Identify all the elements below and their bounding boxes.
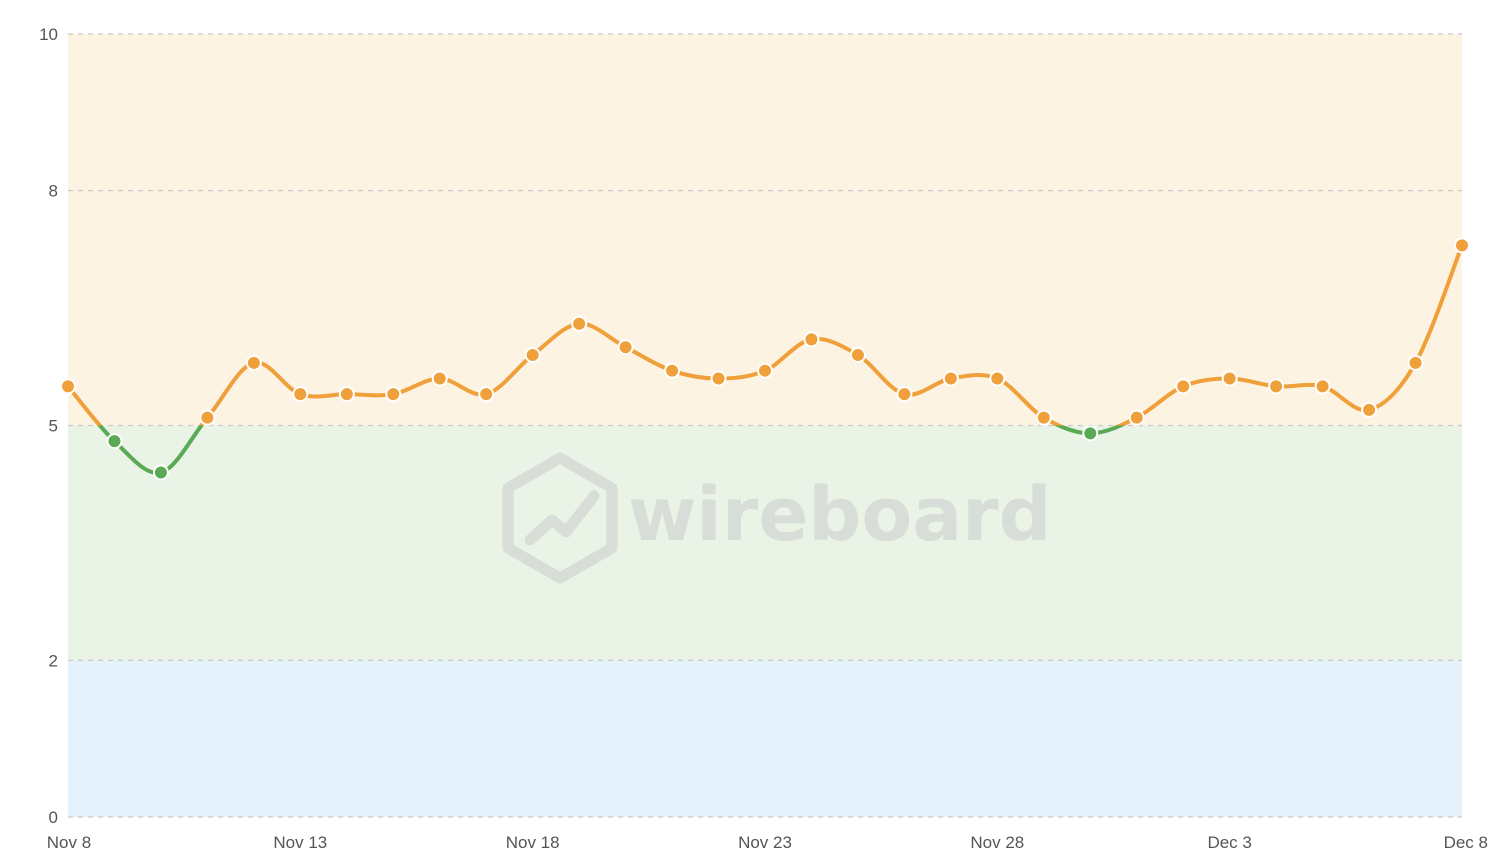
data-point[interactable] [664,362,681,379]
y-tick-label: 10 [39,25,58,44]
y-tick-label: 5 [49,417,58,436]
data-point[interactable] [292,386,309,403]
x-tick-label: Dec 8 [1444,833,1488,852]
x-axis-ticks: Nov 8 Nov 13 Nov 18 Nov 23 Nov 28 Dec 3 Dec 8 [47,833,1488,852]
data-point[interactable] [849,347,866,364]
data-point[interactable] [1035,409,1052,426]
y-tick-label: 2 [49,651,58,670]
data-point[interactable] [152,464,169,481]
threshold-bands [68,34,1462,817]
y-tick-label: 0 [49,808,58,827]
band-0 [68,660,1462,817]
data-point[interactable] [942,370,959,387]
data-point[interactable] [1314,378,1331,395]
band-1 [68,425,1462,661]
data-point[interactable] [1268,378,1285,395]
band-2 [68,34,1462,426]
watermark-text: wireboard [628,472,1052,558]
x-tick-label: Nov 18 [506,833,560,852]
data-point[interactable] [757,362,773,379]
series-points [60,237,1470,481]
data-point[interactable] [1221,370,1238,387]
data-point[interactable] [571,315,588,332]
x-tick-label: Nov 23 [738,833,792,852]
data-point[interactable] [1361,401,1378,418]
data-point[interactable] [431,370,448,387]
data-point[interactable] [338,386,355,403]
data-point[interactable] [1082,425,1099,442]
data-point[interactable] [896,386,913,403]
x-tick-label: Dec 3 [1207,833,1251,852]
data-point[interactable] [1407,354,1424,371]
data-point[interactable] [1128,409,1145,426]
x-tick-label: Nov 8 [47,833,91,852]
data-point[interactable] [385,386,402,403]
data-point[interactable] [989,370,1006,387]
data-point[interactable] [617,339,634,356]
data-point[interactable] [478,386,495,403]
y-axis-ticks: 0 2 5 8 10 [39,25,58,827]
data-point[interactable] [1175,378,1192,395]
grid-lines [68,33,1462,818]
data-point[interactable] [60,378,76,395]
data-point[interactable] [710,370,727,387]
data-point[interactable] [803,331,820,348]
x-tick-label: Nov 28 [970,833,1024,852]
data-point[interactable] [1454,237,1470,254]
x-tick-label: Nov 13 [273,833,327,852]
data-point[interactable] [199,409,216,426]
data-point[interactable] [106,433,123,450]
data-point[interactable] [524,347,541,364]
data-point[interactable] [245,354,262,371]
y-tick-label: 8 [49,182,58,201]
wireboard-watermark-logo: wireboard [502,452,1052,584]
